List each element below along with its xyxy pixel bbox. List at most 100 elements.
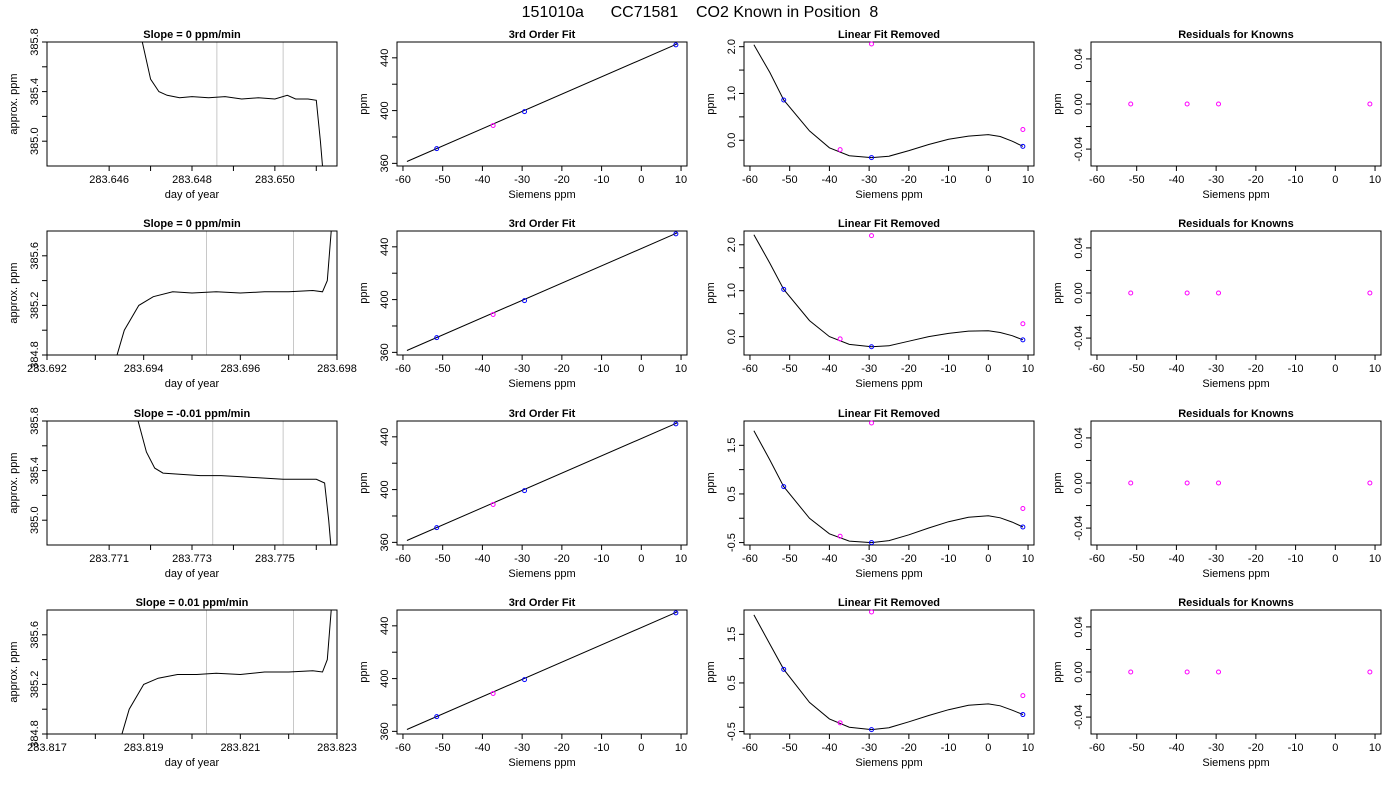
data-point: [1184, 290, 1190, 296]
plot-frame: [1090, 420, 1382, 546]
cubic-curve: [753, 614, 1024, 731]
y-tick-label: 440: [379, 49, 391, 67]
data-point: [837, 147, 843, 153]
y-tick-label: -0.04: [1073, 326, 1085, 351]
panel-time-3: Slope = -0.01 ppm/min 283.771 283.773 283.7…: [8, 407, 338, 580]
data-point: [869, 540, 875, 546]
x-tick-label: 283.771: [89, 553, 129, 565]
y-tick-label: 1.5: [726, 627, 738, 642]
data-point: [1020, 143, 1026, 149]
x-tick-label: 0: [1332, 174, 1338, 186]
x-tick-label: -50: [435, 742, 451, 754]
data-point: [1216, 290, 1222, 296]
y-tick-label: 0.0: [726, 133, 738, 148]
data-point: [869, 727, 875, 733]
data-point: [1367, 290, 1373, 296]
x-tick-label: -50: [435, 553, 451, 565]
y-tick-label: -0.04: [1073, 137, 1085, 162]
panel-title: Residuals for Knowns: [1178, 408, 1294, 420]
x-tick-label: 0: [1332, 363, 1338, 375]
plot-frame: [1090, 230, 1382, 356]
x-tick-label: -60: [395, 742, 411, 754]
y-tick-label: 385.0: [29, 506, 41, 534]
y-tick-label: -0.04: [1073, 705, 1085, 730]
x-tick-label: -60: [395, 553, 411, 565]
y-axis-label: ppm: [705, 472, 717, 493]
y-tick-label: 0.5: [726, 486, 738, 501]
x-tick-label: -10: [941, 553, 957, 565]
x-tick-label: 0: [1332, 742, 1338, 754]
y-tick-label: 385.4: [29, 78, 41, 106]
x-tick-label: -50: [782, 553, 798, 565]
y-tick-label: 440: [379, 617, 391, 635]
panel-title: Slope = -0.01 ppm/min: [134, 408, 251, 420]
y-tick-label: 400: [379, 290, 391, 308]
data-point: [781, 286, 787, 292]
x-tick-label: -20: [554, 363, 570, 375]
y-axis-label: ppm: [705, 93, 717, 114]
panel-fit-3: 3rd Order Fit -60 -50 -40 -30 -20 -10 0 10 360 400…: [358, 408, 688, 580]
data-point: [837, 720, 843, 726]
x-tick-label: 10: [1022, 742, 1034, 754]
panel-fit-4: 3rd Order Fit -60 -50 -40 -30 -20 -10 0 10 360 400…: [358, 597, 688, 769]
plot-frame: [1090, 41, 1382, 167]
x-tick-label: 0: [1332, 553, 1338, 565]
panel-fit-1: 3rd Order Fit -60 -50 -40 -30 -20 -10 0 10 360 400…: [358, 29, 688, 201]
x-tick-label: -20: [1248, 742, 1264, 754]
x-axis-label: Siemens ppm: [508, 568, 575, 580]
x-tick-label: 283.819: [124, 742, 164, 754]
panel-known-4: Residuals for Knowns -60 -50 -40 -30 -20 -10 0 1…: [1052, 597, 1382, 769]
x-tick-label: 283.817: [27, 742, 67, 754]
x-tick-label: -50: [1129, 174, 1145, 186]
cubic-curve: [753, 430, 1024, 544]
x-axis-label: Siemens ppm: [1202, 378, 1269, 390]
data-point: [1128, 669, 1134, 675]
x-tick-label: 283.698: [317, 363, 357, 375]
x-tick-label: -30: [514, 742, 530, 754]
x-tick-label: 283.650: [255, 174, 295, 186]
plot-frame: [743, 420, 1035, 546]
data-point: [522, 488, 528, 494]
x-axis-label: day of year: [165, 189, 220, 201]
x-tick-label: -50: [435, 174, 451, 186]
x-tick-label: -60: [395, 363, 411, 375]
data-point: [1184, 101, 1190, 107]
x-tick-label: 10: [1369, 742, 1381, 754]
plot-frame: [743, 609, 1035, 735]
y-tick-label: 400: [379, 669, 391, 687]
y-tick-label: 385.4: [29, 457, 41, 485]
x-tick-label: -20: [1248, 363, 1264, 375]
x-axis-label: Siemens ppm: [1202, 568, 1269, 580]
x-axis-label: Siemens ppm: [855, 189, 922, 201]
x-tick-label: 10: [1022, 174, 1034, 186]
x-tick-label: -60: [742, 174, 758, 186]
panel-title: Linear Fit Removed: [838, 29, 940, 41]
x-tick-label: 0: [985, 742, 991, 754]
panel-resid-4: Linear Fit Removed -60 -50 -40 -30 -20 -10 0 10 -…: [705, 597, 1035, 769]
x-tick-label: 10: [1022, 363, 1034, 375]
data-point: [1367, 101, 1373, 107]
data-point: [1367, 480, 1373, 486]
x-tick-label: 10: [675, 742, 687, 754]
x-tick-label: 0: [985, 174, 991, 186]
panel-resid-3: Linear Fit Removed -60 -50 -40 -30 -20 -10 0 10 -…: [705, 408, 1035, 580]
x-tick-label: -30: [514, 174, 530, 186]
data-point: [434, 146, 440, 152]
x-tick-label: -40: [821, 742, 837, 754]
y-tick-label: -0.5: [726, 722, 738, 741]
data-point: [1216, 669, 1222, 675]
panel-title: Slope = 0.01 ppm/min: [136, 597, 249, 609]
data-point: [1216, 101, 1222, 107]
x-tick-label: -50: [1129, 363, 1145, 375]
y-tick-label: 0.04: [1073, 237, 1085, 258]
panel-time-4: Slope = 0.01 ppm/min 283.817 283.819 283.82…: [8, 597, 357, 769]
panel-known-1: Residuals for Knowns -60 -50 -40 -30 -20 -10 0 1…: [1052, 29, 1382, 201]
y-tick-label: 384.8: [29, 341, 41, 369]
plot-frame: [396, 420, 688, 546]
data-point: [434, 525, 440, 531]
x-tick-label: -30: [861, 742, 877, 754]
y-axis-label: ppm: [1052, 472, 1064, 493]
y-tick-label: 360: [379, 533, 391, 551]
plot-frame: [396, 41, 688, 167]
